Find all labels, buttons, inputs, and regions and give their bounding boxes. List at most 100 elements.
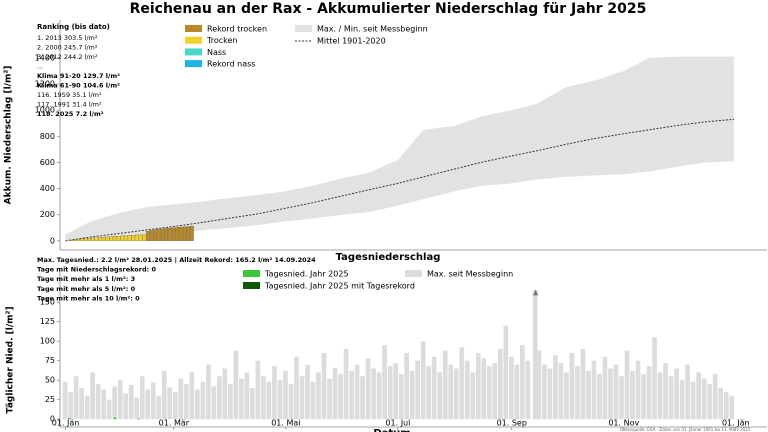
daily-bar [464,360,470,420]
cumulative-bar [105,236,110,241]
daily-bar [316,372,321,420]
daily-bar [321,352,327,420]
cumulative-bar [153,229,158,241]
cumulative-bar [138,234,143,241]
daily-bar [652,337,657,420]
daily-bar [354,364,360,420]
stats-line: Tage mit mehr als 1 l/m²: 3 [37,275,135,283]
cumulative-bar [83,238,88,241]
daily-bar [167,387,173,420]
daily-bar [244,372,250,420]
y-tick-label: 25 [45,395,55,404]
daily-bar [679,380,685,420]
cumulative-bar [98,237,102,241]
cumulative-bar [186,226,191,241]
cumulative-bar [146,230,150,241]
ranking-line: Klima 61-90 104.6 l/m² [37,82,120,90]
x-tick-label: 01. Nov [608,419,639,428]
daily-bar [365,358,371,420]
mean-line [65,118,734,242]
cumulative-bar [124,235,128,241]
daily-bar [117,380,123,420]
x-tick-label: 01. Jul [385,419,410,428]
daily-bar [62,381,68,420]
y-tick-label: 100 [40,337,55,346]
daily-bar [123,393,129,420]
daily-bar [277,380,283,420]
daily-bar [183,384,189,420]
stats-line: Tage mit mehr als 5 l/m²: 0 [37,285,136,293]
y-tick-label: 600 [40,158,55,167]
legend-label: Trocken [206,36,237,45]
daily-bar [299,376,305,420]
legend-swatch [243,282,260,289]
daily-bar [597,373,602,420]
cumulative-bar [182,226,187,241]
legend-label: Nass [207,48,226,57]
cumulative-bar [102,236,106,241]
daily-bar [137,418,140,420]
daily-bar [233,350,239,420]
daily-bar [514,364,520,420]
daily-bar [486,366,492,420]
daily-bar [707,384,713,420]
cumulative-bar [142,234,147,241]
daily-bar [360,376,365,420]
daily-bar [635,360,641,420]
cumulative-bar [171,227,176,241]
daily-bar [729,395,735,420]
daily-bar [217,376,222,420]
cumulative-bar [157,229,161,241]
daily-bar [156,395,162,420]
daily-bar [420,341,426,420]
legend-label: Mittel 1901-2020 [317,37,386,46]
ranking-line: 3. 2012 244.2 l/m² [37,53,98,61]
daily-bar [150,382,156,420]
cumulative-bar [179,226,183,241]
cumulative-bar [160,228,165,241]
ranking-line: 1. 2013 303.5 l/m² [37,34,98,42]
daily-bar [145,389,151,420]
daily-bar [211,386,217,420]
daily-bar [101,389,107,420]
legend-label: Max. / Min. seit Messbeginn [317,25,428,34]
y-axis-label: Täglicher Nied. [l/m²] [6,306,16,413]
daily-bar [442,350,448,420]
daily-bar [542,364,547,420]
daily-bar [448,364,454,420]
daily-bar [569,352,575,420]
legend-swatch [243,270,260,277]
legend-swatch [185,25,202,32]
ranking-line: 116. 1959 35.1 l/m² [37,91,102,99]
y-tick-label: 800 [40,132,55,141]
cumulative-bar [72,239,77,241]
daily-bar [508,356,514,420]
cumulative-bar [109,236,113,241]
y-axis-label: Akkum. Niederschlag [l/m²] [4,66,14,205]
daily-bar [128,384,134,420]
cumulative-bar [87,238,91,241]
daily-bar [68,391,73,420]
daily-bar [718,388,724,420]
y-tick-label: 1200 [35,80,55,89]
daily-bar [310,381,316,420]
cumulative-bar [69,240,73,241]
daily-bar [84,395,90,420]
daily-bar [139,376,145,420]
ranking-line: Klima 91-20 129.7 l/m² [37,72,120,80]
legend-swatch [295,25,312,32]
daily-bar [222,368,228,420]
y-tick-label: 50 [45,376,55,385]
y-tick-label: 200 [40,210,55,219]
daily-bar [305,364,310,420]
daily-bar [426,366,432,420]
daily-bar [591,360,597,420]
daily-bar [106,399,112,420]
daily-bar [261,376,266,420]
daily-bar [288,384,294,420]
x-tick-label: 01. Jän [722,419,750,428]
daily-bar [178,378,184,420]
daily-bar [134,397,140,420]
daily-bar [228,384,233,420]
ranking-line: 2. 2000 245.7 l/m² [37,44,98,52]
